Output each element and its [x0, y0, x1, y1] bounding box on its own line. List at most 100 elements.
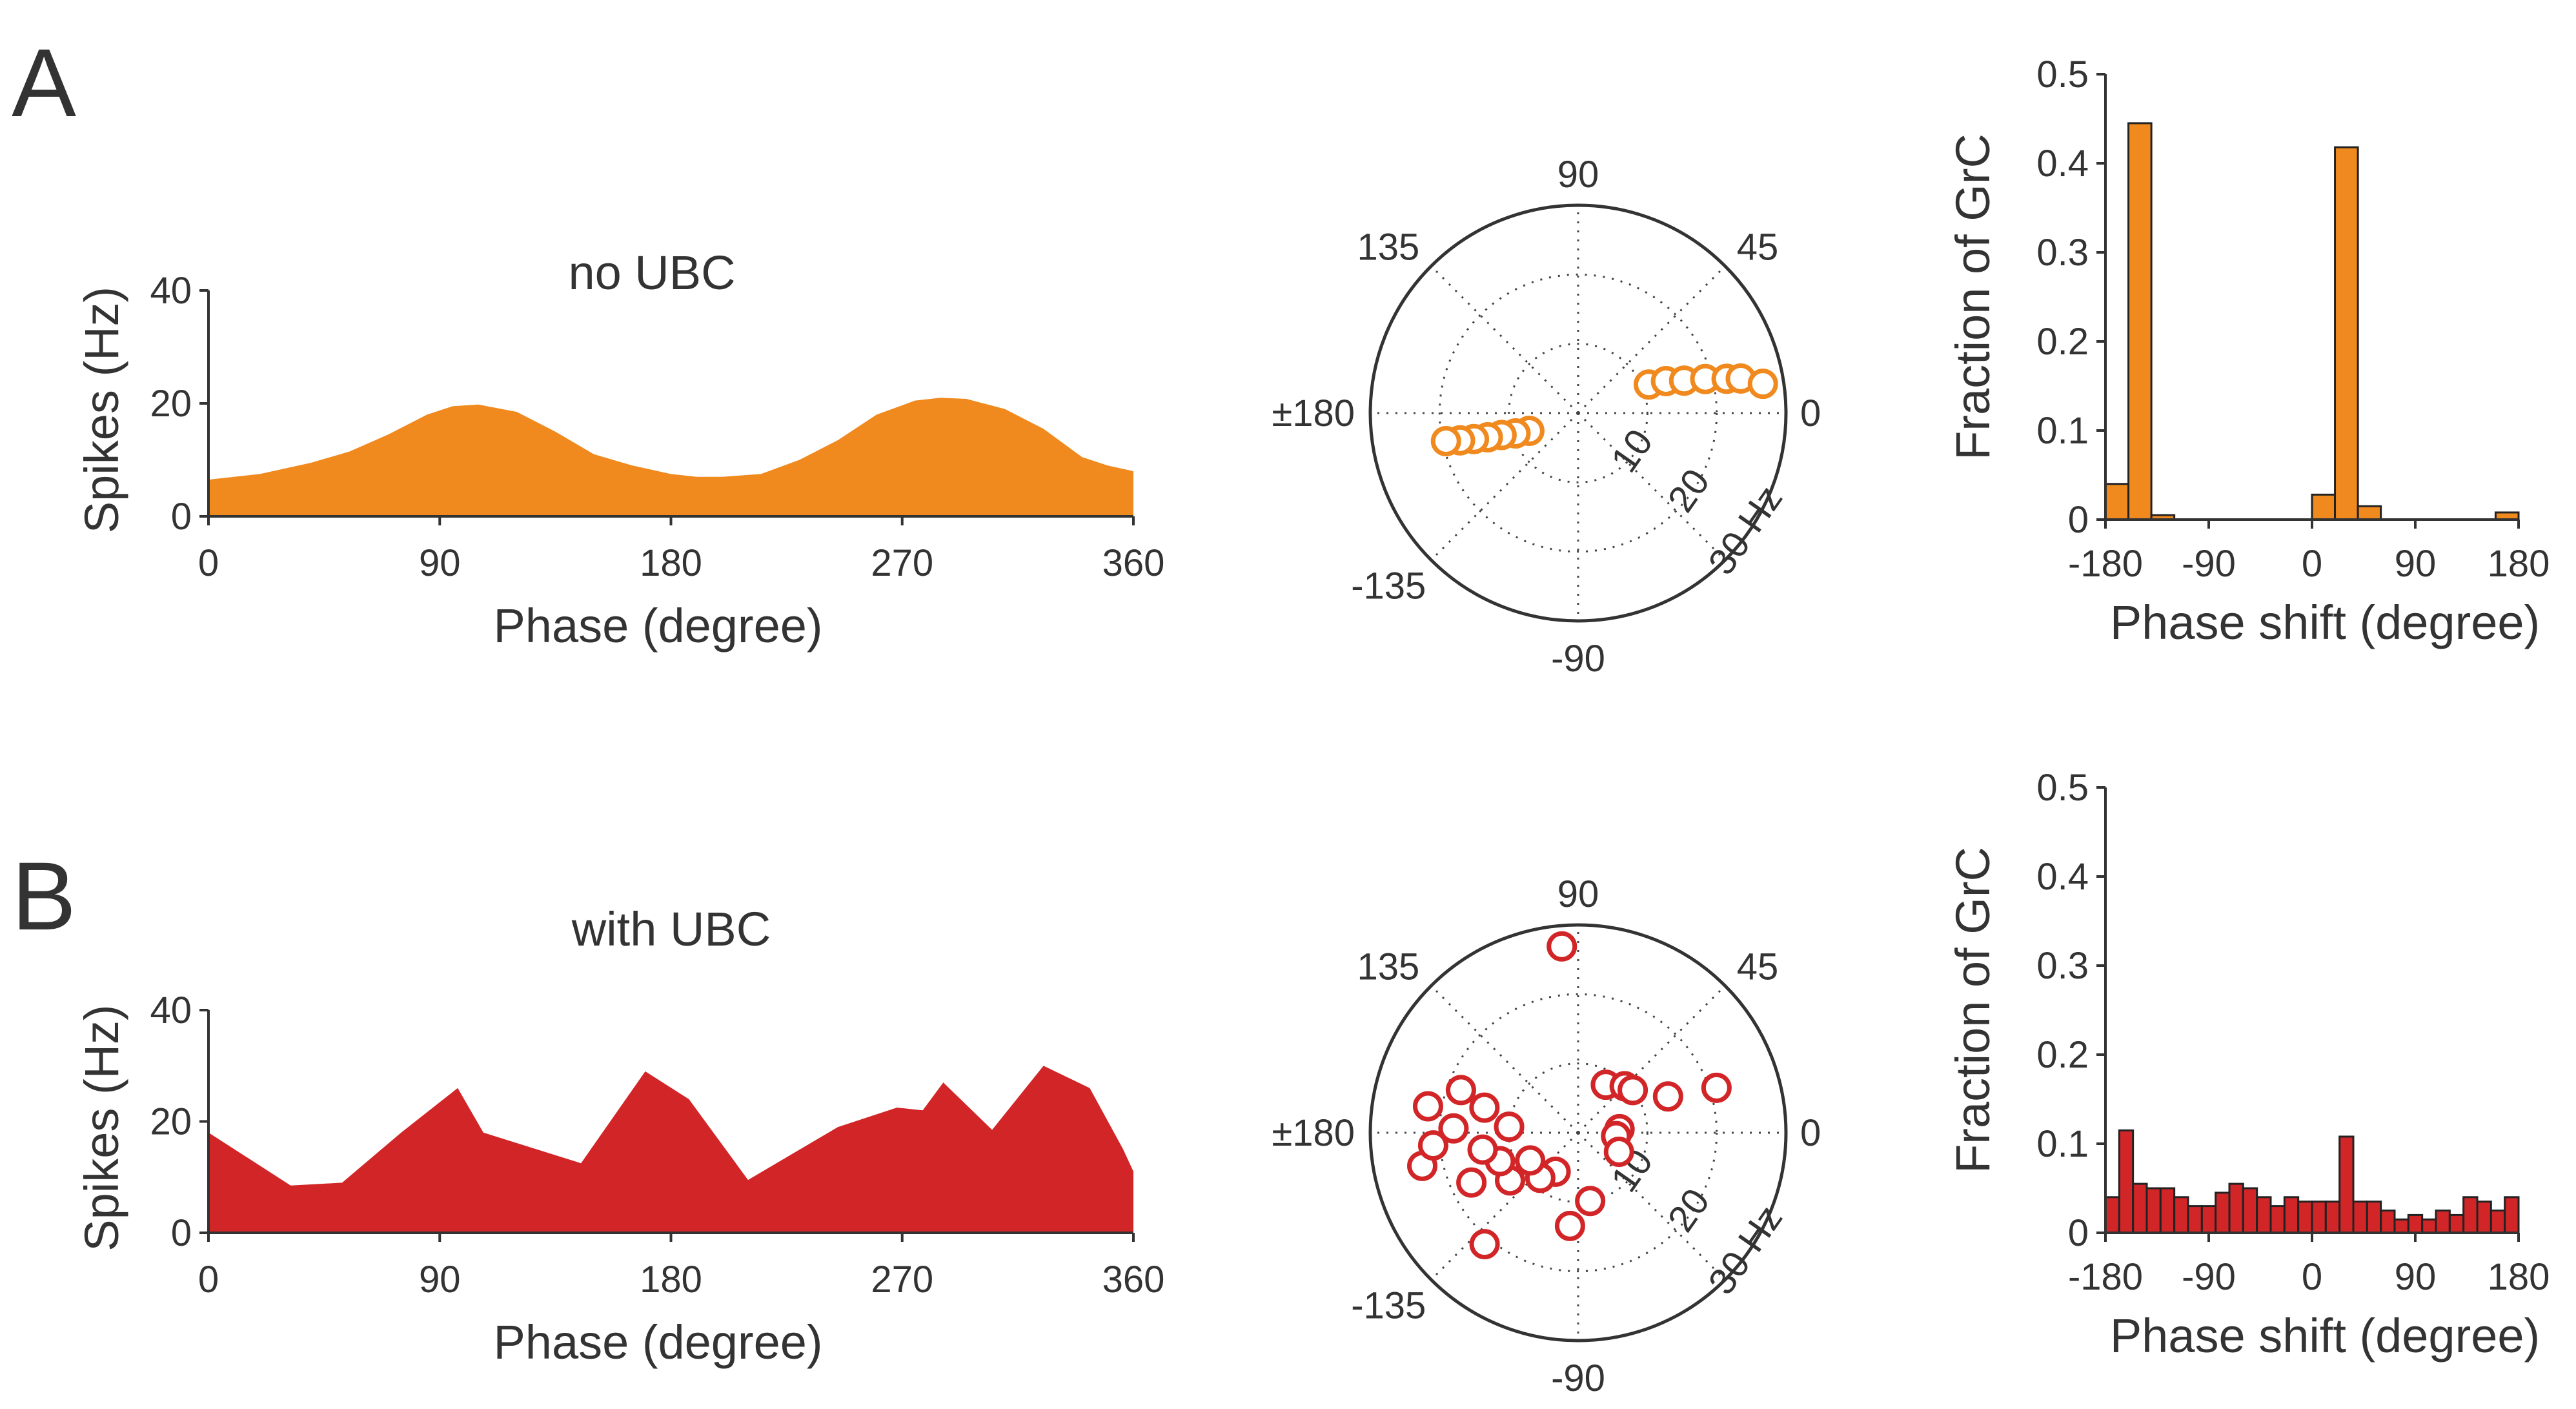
phase-shift-histogram-a: -180 -90 0 90 180 0 0.1 0.2 0.3 0.4 0.5 Phase shift…	[1946, 54, 2550, 649]
x-tick-label: 90	[419, 542, 461, 584]
x-tick-label: 180	[2488, 1256, 2550, 1298]
polar-grid-ring	[1438, 273, 1718, 553]
histogram-bar	[2256, 1196, 2272, 1234]
polar-point	[1747, 369, 1778, 400]
y-tick-label: 0.3	[2036, 945, 2089, 987]
y-tick-label: 0.1	[2036, 1123, 2089, 1165]
polar-angle-label: -135	[1351, 1285, 1426, 1327]
polar-radius-label: 30 Hz	[1700, 1198, 1790, 1302]
y-axis-label: Spikes (Hz)	[75, 1004, 128, 1251]
polar-grid-spoke	[1577, 1131, 1726, 1281]
x-tick-label: 360	[1102, 1259, 1165, 1301]
x-axis-label: Phase shift (degree)	[2110, 596, 2540, 649]
y-axis-label: Spikes (Hz)	[75, 287, 128, 533]
polar-point	[1412, 1091, 1443, 1122]
panel-a: A no UBC 0 90 180 270 360 0 20 40 Phase (degree)…	[12, 28, 2550, 680]
polar-point	[1469, 1229, 1500, 1260]
polar-radius-label: 30 Hz	[1700, 478, 1790, 582]
histogram-bar	[2311, 493, 2337, 521]
histogram-bar	[2448, 1213, 2465, 1234]
polar-angle-label: 45	[1737, 226, 1779, 268]
histogram-bar	[2407, 1213, 2424, 1234]
polar-point	[1547, 931, 1577, 962]
spike-rate-area	[208, 398, 1133, 516]
polar-grid-spoke	[1430, 1131, 1579, 1281]
polar-point	[1618, 1075, 1648, 1106]
polar-angle-label: 135	[1357, 226, 1420, 268]
x-tick-label: -180	[2068, 1256, 2143, 1298]
polar-point	[1430, 426, 1461, 457]
polar-point	[1469, 1092, 1500, 1123]
panel-a-title: no UBC	[568, 246, 735, 299]
polar-angle-label: 45	[1737, 946, 1779, 988]
histogram-bar	[2269, 1205, 2286, 1234]
x-tick-label: 0	[198, 1259, 219, 1301]
x-tick-label: 270	[871, 542, 933, 584]
histogram-bar	[2297, 1201, 2313, 1234]
x-tick-label: -90	[2182, 1256, 2236, 1298]
x-tick-label: 90	[2395, 1256, 2437, 1298]
histogram-bar	[2283, 1196, 2300, 1234]
histogram-bar	[2104, 483, 2130, 521]
y-tick-label: 0.2	[2036, 321, 2089, 363]
polar-grid-spoke	[1430, 985, 1579, 1134]
x-tick-label: 0	[2302, 543, 2322, 585]
x-axis-label: Phase shift (degree)	[2110, 1309, 2540, 1363]
x-tick-label: -90	[2182, 543, 2236, 585]
polar-outer-ring	[1368, 923, 1788, 1343]
histogram-bar	[2215, 1191, 2231, 1234]
histogram-bar	[2435, 1210, 2451, 1234]
y-tick-label: 0	[2068, 499, 2089, 541]
x-tick-label: 270	[871, 1259, 933, 1301]
polar-angle-label: 135	[1357, 946, 1420, 988]
x-tick-label: -180	[2068, 543, 2143, 585]
polar-angle-label: -90	[1551, 1357, 1605, 1399]
phase-area-chart-b: 0 90 180 270 360 0 20 40 Phase (degree) Spikes (H…	[75, 989, 1164, 1369]
histogram-bar	[2334, 146, 2359, 521]
histogram-bar	[2324, 1201, 2341, 1234]
polar-outer-ring	[1368, 203, 1788, 623]
histogram-bar	[2311, 1201, 2327, 1234]
polar-angle-label: -135	[1351, 565, 1426, 607]
histogram-bar	[2187, 1205, 2203, 1234]
polar-angle-label: 90	[1557, 154, 1599, 196]
x-axis-label: Phase (degree)	[493, 1315, 822, 1369]
y-axis-label: Fraction of GrC	[1946, 847, 2000, 1173]
polar-grid-spoke	[1430, 412, 1579, 561]
histogram-bar	[2366, 1201, 2382, 1234]
polar-grid-spoke	[1577, 985, 1726, 1134]
y-tick-label: 40	[150, 989, 192, 1031]
polar-grid-spoke	[1430, 265, 1579, 414]
histogram-bar	[2393, 1218, 2409, 1234]
panel-a-letter: A	[12, 28, 76, 137]
histogram-bar	[2380, 1210, 2396, 1234]
polar-radius-label: 10	[1603, 421, 1661, 480]
x-tick-label: 180	[640, 1259, 702, 1301]
histogram-bar	[2352, 1201, 2368, 1234]
histogram-bar	[2462, 1196, 2479, 1234]
y-tick-label: 0.1	[2036, 410, 2089, 452]
polar-radius-label: 20	[1659, 1181, 1718, 1239]
x-tick-label: 180	[640, 542, 702, 584]
histogram-bar	[2127, 122, 2153, 521]
polar-angle-label: ±180	[1272, 392, 1355, 434]
y-tick-label: 0	[171, 496, 192, 538]
polar-point	[1467, 1134, 1498, 1165]
histogram-bar	[2118, 1129, 2135, 1234]
y-tick-label: 0.3	[2036, 232, 2089, 274]
x-tick-label: 0	[2302, 1256, 2322, 1298]
y-tick-label: 0.5	[2036, 767, 2089, 809]
polar-point	[1701, 1072, 1732, 1103]
polar-point	[1515, 1145, 1546, 1176]
y-axis-label: Fraction of GrC	[1946, 134, 2000, 460]
histogram-bar	[2476, 1201, 2492, 1234]
polar-point	[1438, 1113, 1469, 1144]
x-tick-label: 90	[419, 1259, 461, 1301]
polar-grid-spoke	[1577, 265, 1726, 414]
x-tick-label: 180	[2488, 543, 2550, 585]
histogram-bar	[2228, 1182, 2244, 1234]
polar-grid-ring	[1508, 343, 1648, 483]
y-tick-label: 20	[150, 1101, 192, 1143]
histogram-bar	[2159, 1187, 2176, 1234]
